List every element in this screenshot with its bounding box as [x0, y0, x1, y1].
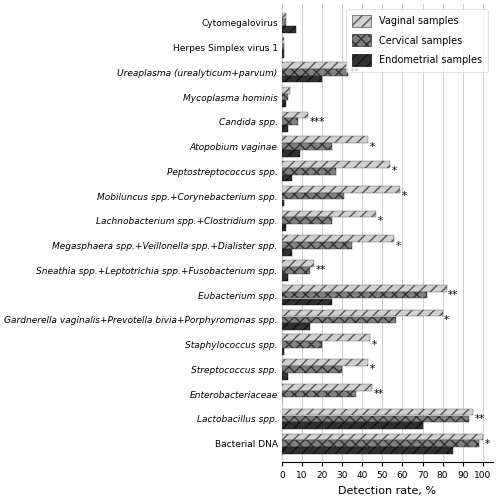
Bar [282, 51, 284, 58]
X-axis label: Detection rate, %: Detection rate, % [338, 486, 436, 496]
Bar [282, 434, 483, 440]
Bar [282, 334, 370, 341]
Text: **: ** [374, 389, 384, 399]
Bar [282, 316, 397, 323]
Bar [282, 440, 479, 447]
Bar [282, 150, 300, 156]
Text: *: * [378, 216, 383, 226]
Bar [282, 136, 368, 143]
Text: **: ** [448, 290, 458, 300]
Bar [282, 44, 284, 51]
Bar [282, 267, 310, 274]
Text: *: * [392, 166, 397, 176]
Bar [282, 69, 348, 75]
Bar [282, 285, 447, 292]
Bar [282, 175, 292, 182]
Bar [282, 76, 322, 82]
Bar [282, 62, 348, 69]
Bar [282, 292, 426, 298]
Text: **: ** [316, 266, 326, 276]
Bar [282, 112, 308, 118]
Bar [282, 224, 286, 231]
Bar [282, 348, 284, 355]
Bar [282, 210, 376, 218]
Text: **: ** [474, 414, 485, 424]
Bar [282, 384, 372, 390]
Bar [282, 161, 390, 168]
Bar [282, 274, 288, 280]
Bar [282, 416, 469, 422]
Text: *: * [444, 315, 449, 325]
Bar [282, 373, 288, 380]
Bar [282, 26, 296, 33]
Bar [282, 359, 368, 366]
Bar [282, 218, 332, 224]
Text: *: * [396, 240, 401, 250]
Text: *: * [370, 364, 375, 374]
Bar [282, 342, 322, 348]
Bar [282, 200, 284, 206]
Bar [282, 324, 310, 330]
Bar [282, 100, 286, 107]
Bar [282, 125, 288, 132]
Bar [282, 168, 336, 174]
Bar [282, 310, 443, 316]
Bar [282, 192, 344, 200]
Bar [282, 447, 453, 454]
Bar [282, 242, 352, 249]
Bar [282, 12, 286, 20]
Legend: Vaginal samples, Cervical samples, Endometrial samples: Vaginal samples, Cervical samples, Endom… [346, 9, 488, 72]
Bar [282, 260, 314, 267]
Text: *: * [402, 191, 407, 201]
Bar [282, 249, 292, 256]
Bar [282, 298, 332, 306]
Bar [282, 38, 284, 44]
Bar [282, 94, 288, 100]
Bar [282, 236, 394, 242]
Text: *: * [372, 340, 377, 349]
Bar [282, 366, 342, 372]
Bar [282, 143, 332, 150]
Text: **: ** [350, 68, 360, 78]
Text: *: * [370, 142, 375, 152]
Bar [282, 186, 401, 192]
Text: *: * [485, 438, 490, 448]
Text: ***: *** [310, 117, 325, 127]
Bar [282, 20, 286, 26]
Bar [282, 422, 422, 429]
Bar [282, 87, 290, 94]
Bar [282, 118, 298, 125]
Bar [282, 391, 356, 398]
Bar [282, 409, 473, 416]
